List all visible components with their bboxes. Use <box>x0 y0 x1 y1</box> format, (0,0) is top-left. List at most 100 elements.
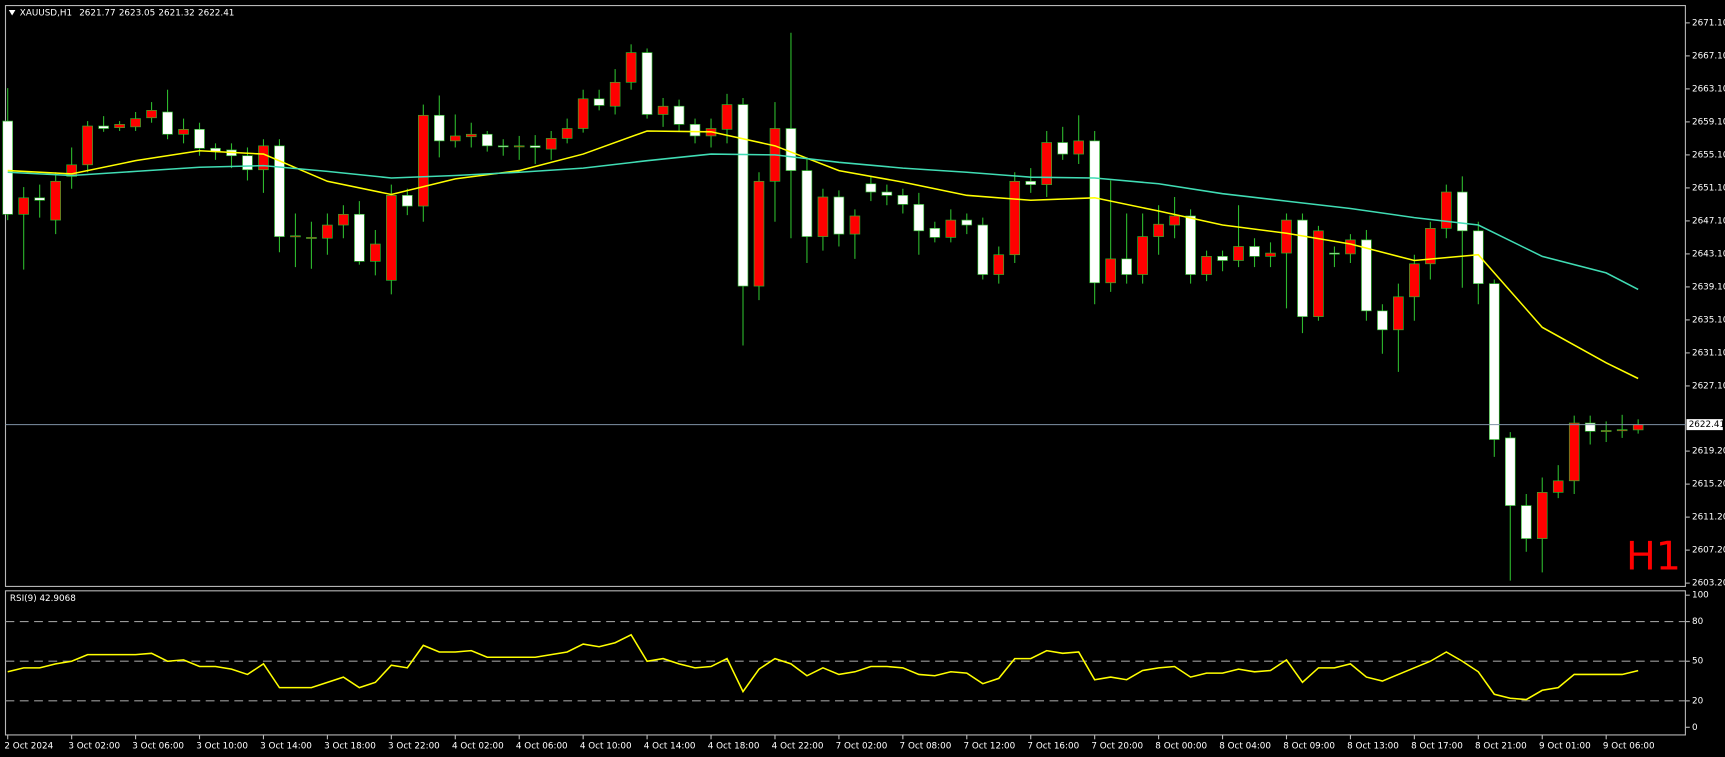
candle-body <box>290 235 301 238</box>
candle-body <box>657 105 669 115</box>
candle-body <box>386 194 397 281</box>
candle-body <box>961 219 973 226</box>
candle-body <box>1473 230 1484 284</box>
x-tick-label: 4 Oct 02:00 <box>452 741 504 751</box>
candle-body <box>1313 230 1324 317</box>
candles <box>2 32 1644 581</box>
candle-body <box>1281 219 1292 254</box>
candle-body <box>721 104 733 130</box>
candle-body <box>1249 246 1260 257</box>
candle-body <box>1041 142 1052 185</box>
candle-body <box>513 145 525 148</box>
x-tick-label: 4 Oct 14:00 <box>644 741 696 751</box>
x-tick-label: 7 Oct 08:00 <box>900 741 952 751</box>
candle-body <box>1345 239 1356 255</box>
x-tick-label: 2 Oct 2024 <box>4 741 53 751</box>
candle-body <box>753 180 765 287</box>
y-tick-label: 2639.10 <box>1692 282 1725 292</box>
candle-body <box>1393 296 1404 331</box>
y-tick-label: 2647.10 <box>1692 216 1725 226</box>
candle-body <box>1185 215 1196 275</box>
candle-body <box>1137 236 1148 275</box>
y-tick-label: 2663.10 <box>1692 84 1725 94</box>
candle-body <box>561 128 573 139</box>
x-tick-label: 3 Oct 02:00 <box>68 741 120 751</box>
x-tick-label: 9 Oct 06:00 <box>1603 741 1655 751</box>
header-open: 2621.77 <box>79 9 115 19</box>
x-tick-label: 4 Oct 18:00 <box>708 741 760 751</box>
candle-body <box>1409 263 1420 298</box>
moving-average <box>7 130 1639 380</box>
candle-body <box>1217 256 1228 261</box>
x-tick-label: 7 Oct 20:00 <box>1091 741 1143 751</box>
candle-body <box>322 224 333 239</box>
candle-body <box>865 183 877 193</box>
current-price-box <box>1686 419 1723 431</box>
y-tick-label: 20 <box>1692 696 1704 706</box>
candle-body <box>1441 191 1452 229</box>
candle-body <box>1121 258 1132 275</box>
y-tick-label: 2627.10 <box>1692 381 1725 391</box>
x-tick-label: 3 Oct 06:00 <box>132 741 184 751</box>
candle-body <box>465 133 477 138</box>
rsi-title: RSI(9) 42.9068 <box>10 594 76 604</box>
candle-body <box>1233 246 1244 261</box>
candle-body <box>146 110 157 119</box>
candle-body <box>689 124 701 137</box>
candle-body <box>338 213 349 226</box>
x-tick-label: 7 Oct 12:00 <box>963 741 1015 751</box>
candle-body <box>1584 422 1596 432</box>
candle-body <box>162 111 173 135</box>
x-tick-label: 9 Oct 01:00 <box>1539 741 1591 751</box>
candle-body <box>833 196 845 235</box>
x-tick-label: 8 Oct 21:00 <box>1475 741 1527 751</box>
candle-body <box>737 104 749 287</box>
candle-body <box>1568 422 1580 482</box>
candle-body <box>497 145 509 148</box>
x-tick-label: 7 Oct 02:00 <box>836 741 888 751</box>
candle-body <box>1552 480 1564 493</box>
x-tick-label: 8 Oct 04:00 <box>1219 741 1271 751</box>
candle-body <box>849 215 861 235</box>
candle-body <box>1425 228 1436 265</box>
x-tick-label: 8 Oct 13:00 <box>1347 741 1399 751</box>
y-tick-label: 2603.20 <box>1692 579 1725 589</box>
moving-average <box>7 153 1639 291</box>
candle-body <box>945 219 957 238</box>
candle-body <box>1616 429 1628 432</box>
x-tick-label: 3 Oct 10:00 <box>196 741 248 751</box>
candle-body <box>1377 310 1388 331</box>
candle-body <box>913 204 925 232</box>
candle-body <box>609 81 621 107</box>
candle-body <box>1169 215 1180 226</box>
candle-body <box>258 145 269 171</box>
candle-body <box>1600 430 1612 432</box>
x-tick-label: 8 Oct 17:00 <box>1411 741 1463 751</box>
candle-body <box>881 191 893 196</box>
y-tick-label: 2635.10 <box>1692 315 1725 325</box>
candle-body <box>1520 505 1532 539</box>
y-tick-label: 2607.20 <box>1692 546 1725 556</box>
symbol-title: XAUUSD,H1 <box>20 9 72 19</box>
candle-body <box>1201 256 1212 275</box>
x-tick-label: 4 Oct 10:00 <box>580 741 632 751</box>
rsi-panel-frame <box>4 590 1686 736</box>
candle-body <box>354 213 365 262</box>
price-panel-frame <box>4 5 1686 587</box>
candle-body <box>817 196 829 237</box>
current-price-label: 2622.41 <box>1689 420 1725 430</box>
candle-body <box>1073 140 1084 155</box>
candle-body <box>1361 239 1372 312</box>
candle-body <box>66 164 77 177</box>
candle-body <box>194 128 205 149</box>
candle-body <box>1105 258 1116 284</box>
candle-body <box>897 194 909 205</box>
y-tick-label: 2611.20 <box>1692 513 1725 523</box>
candle-body <box>274 145 285 237</box>
header-high: 2623.05 <box>119 9 155 19</box>
candle-body <box>50 180 61 221</box>
y-tick-label: 2643.10 <box>1692 249 1725 259</box>
candle-body <box>449 135 461 142</box>
x-tick-label: 3 Oct 22:00 <box>388 741 440 751</box>
